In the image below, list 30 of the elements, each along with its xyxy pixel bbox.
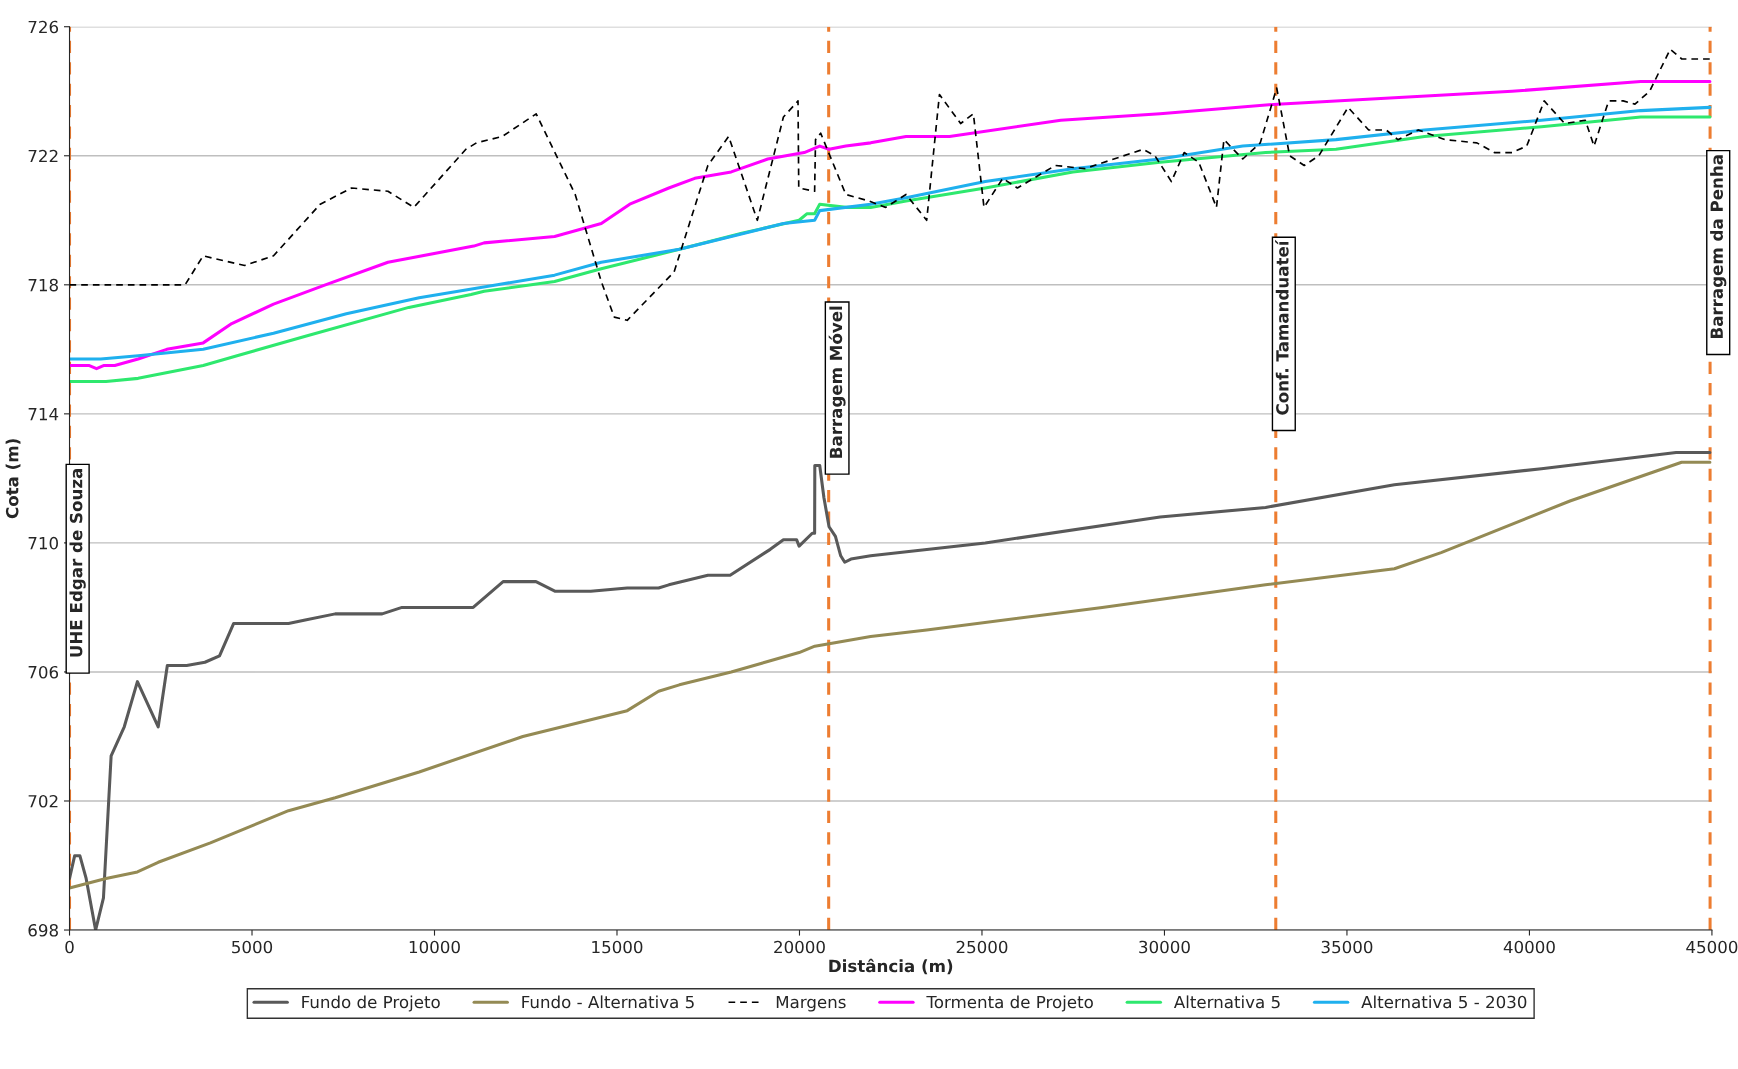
x-tick-label: 15000 xyxy=(592,940,643,954)
y-tick-label: 714 xyxy=(28,408,59,421)
y-tick-label: 718 xyxy=(28,278,58,292)
legend-label: Margens xyxy=(776,995,846,1012)
x-tick-label: 35000 xyxy=(1321,940,1373,954)
x-tick-label: 45000 xyxy=(1686,940,1738,954)
x-tick-label: 40000 xyxy=(1503,940,1555,954)
y-tick-label: 702 xyxy=(28,794,58,808)
x-tick-label: 30000 xyxy=(1139,940,1190,954)
ref-line-label: UHE Edgar de Souza xyxy=(69,468,86,657)
ref-line-label: Barragem Móvel xyxy=(828,306,846,458)
y-tick-label: 698 xyxy=(28,923,58,937)
legend-label: Alternativa 5 xyxy=(1173,995,1280,1009)
x-tick-label: 10000 xyxy=(409,940,460,954)
y-axis-title: Cota (m) xyxy=(5,439,21,519)
legend-label: Fundo de Projeto xyxy=(302,995,440,1012)
y-tick-label: 726 xyxy=(28,20,59,34)
legend-label: Tormenta de Projeto xyxy=(926,995,1093,1012)
y-tick-label: 706 xyxy=(28,665,59,679)
legend-label: Fundo - Alternativa 5 xyxy=(522,995,694,1009)
x-tick-label: 20000 xyxy=(774,940,825,954)
x-tick-label: 0 xyxy=(65,940,74,954)
y-tick-label: 722 xyxy=(28,149,58,163)
ref-line-label: Barragem da Penha xyxy=(1710,155,1727,338)
legend-label: Alternativa 5 - 2030 xyxy=(1361,995,1527,1009)
x-tick-label: 25000 xyxy=(956,940,1008,954)
y-tick-label: 710 xyxy=(28,536,58,550)
x-axis-title: Distância (m) xyxy=(829,958,953,975)
ref-line-label: Conf. Tamanduateí xyxy=(1275,239,1289,415)
x-tick-label: 5000 xyxy=(232,940,273,954)
